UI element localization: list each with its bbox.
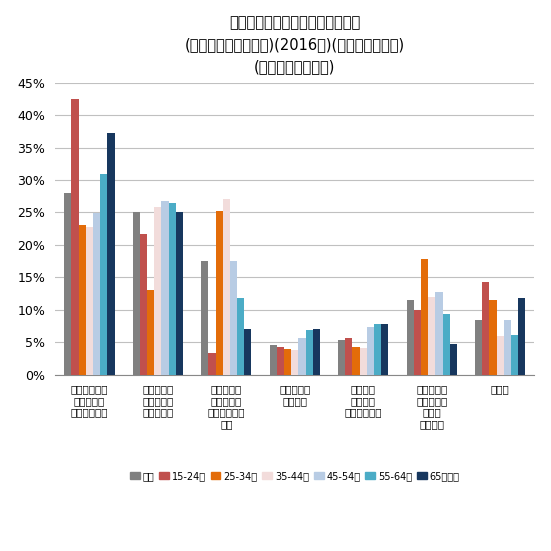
Bar bbox=[511, 335, 518, 375]
Bar bbox=[107, 133, 115, 375]
Bar bbox=[161, 202, 169, 375]
Bar bbox=[353, 348, 360, 375]
Bar bbox=[518, 298, 526, 375]
Bar bbox=[496, 336, 504, 375]
Bar bbox=[345, 338, 353, 375]
Bar bbox=[277, 347, 284, 375]
Bar bbox=[338, 341, 345, 375]
Title: 現職の雇用形態についた主な理由
(非正規職員・従業員)(2016年)(理由明確者限定)
(女性、年齢階層別): 現職の雇用形態についた主な理由 (非正規職員・従業員)(2016年)(理由明確者… bbox=[185, 15, 405, 74]
Bar bbox=[504, 320, 511, 375]
Bar bbox=[223, 199, 230, 375]
Bar bbox=[360, 348, 367, 375]
Bar bbox=[421, 259, 428, 375]
Bar bbox=[208, 353, 215, 375]
Bar bbox=[367, 327, 374, 375]
Bar bbox=[230, 261, 237, 375]
Bar bbox=[154, 207, 161, 375]
Bar bbox=[482, 282, 489, 375]
Bar bbox=[64, 193, 72, 375]
Bar bbox=[475, 320, 482, 375]
Legend: 総数, 15-24歳, 25-34歳, 35-44歳, 45-54歳, 55-64歳, 65歳以上: 総数, 15-24歳, 25-34歳, 35-44歳, 45-54歳, 55-6… bbox=[126, 467, 463, 485]
Bar bbox=[100, 174, 107, 375]
Bar bbox=[299, 338, 306, 375]
Bar bbox=[381, 324, 388, 375]
Bar bbox=[435, 291, 442, 375]
Bar bbox=[428, 297, 435, 375]
Bar bbox=[72, 99, 79, 375]
Bar bbox=[407, 300, 414, 375]
Bar bbox=[450, 343, 457, 375]
Bar bbox=[284, 349, 291, 375]
Bar bbox=[237, 298, 244, 375]
Bar bbox=[442, 314, 450, 375]
Bar bbox=[374, 324, 381, 375]
Bar bbox=[86, 228, 93, 375]
Bar bbox=[169, 203, 176, 375]
Bar bbox=[140, 234, 147, 375]
Bar bbox=[489, 300, 496, 375]
Bar bbox=[147, 290, 154, 375]
Bar bbox=[215, 211, 223, 375]
Bar bbox=[79, 225, 86, 375]
Bar bbox=[414, 310, 421, 375]
Bar bbox=[176, 213, 183, 375]
Bar bbox=[93, 213, 100, 375]
Bar bbox=[269, 345, 277, 375]
Bar bbox=[133, 213, 140, 375]
Bar bbox=[313, 329, 320, 375]
Bar bbox=[291, 350, 299, 375]
Bar bbox=[201, 261, 208, 375]
Bar bbox=[306, 330, 313, 375]
Bar bbox=[244, 329, 251, 375]
